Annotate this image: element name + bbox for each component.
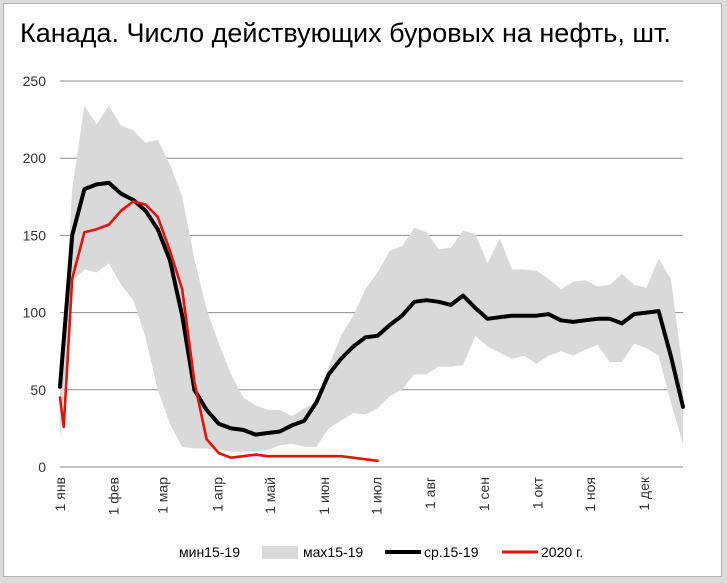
y-tick-label: 200 (23, 150, 47, 166)
y-tick-label: 0 (38, 459, 46, 475)
legend: мин15-19 мах15-19 ср.15-19 2020 г. (179, 544, 583, 560)
legend-label: ср.15-19 (424, 544, 479, 560)
x-tick-label: 1 июл (368, 477, 384, 515)
chart-title: Канада. Число действующих буровых на неф… (20, 18, 671, 48)
x-tick-label: 1 янв (52, 477, 68, 511)
x-tick-label: 1 авг (422, 477, 438, 509)
legend-swatch-max (262, 546, 298, 559)
y-tick-label: 100 (23, 305, 47, 321)
x-tick-label: 1 фев (106, 477, 122, 515)
x-tick-label: 1 мар (155, 477, 171, 514)
x-tick-label: 1 май (262, 477, 278, 514)
x-tick-label: 1 июн (316, 477, 332, 515)
x-tick-label: 1 сен (476, 477, 492, 511)
range-band (60, 105, 683, 452)
line-layer (58, 180, 685, 463)
x-tick-label: 1 ноя (582, 477, 598, 512)
legend-label: 2020 г. (541, 544, 583, 560)
y-tick-label: 250 (23, 73, 47, 89)
series-line-2020 (58, 200, 379, 463)
band-layer (60, 105, 683, 452)
y-tick-label: 50 (30, 382, 46, 398)
series-line-avg (58, 180, 685, 437)
legend-label: мах15-19 (303, 544, 363, 560)
x-tick-label: 1 окт (530, 476, 546, 509)
legend-label: мин15-19 (179, 544, 240, 560)
axis-layer: 0 50 100 150 200 250 1 янв 1 фев 1 мар 1 апр 1 май… (23, 73, 683, 515)
x-tick-label: 1 апр (210, 477, 226, 512)
x-tick-label: 1 дек (636, 476, 652, 511)
y-tick-label: 150 (23, 227, 47, 243)
